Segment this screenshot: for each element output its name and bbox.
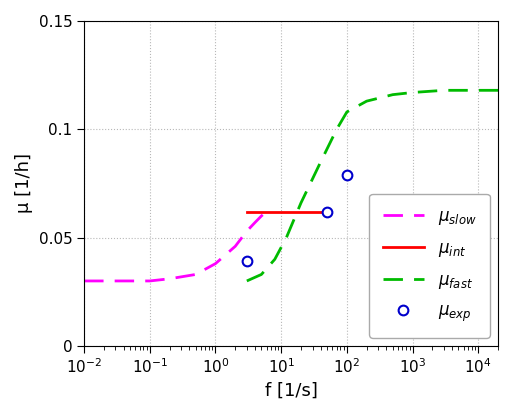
X-axis label: f [1/s]: f [1/s]: [265, 382, 318, 400]
Legend: $\mu_{slow}$, $\mu_{int}$, $\mu_{fast}$, $\mu_{exp}$: $\mu_{slow}$, $\mu_{int}$, $\mu_{fast}$,…: [369, 194, 490, 338]
Y-axis label: μ [1/h]: μ [1/h]: [15, 154, 33, 213]
